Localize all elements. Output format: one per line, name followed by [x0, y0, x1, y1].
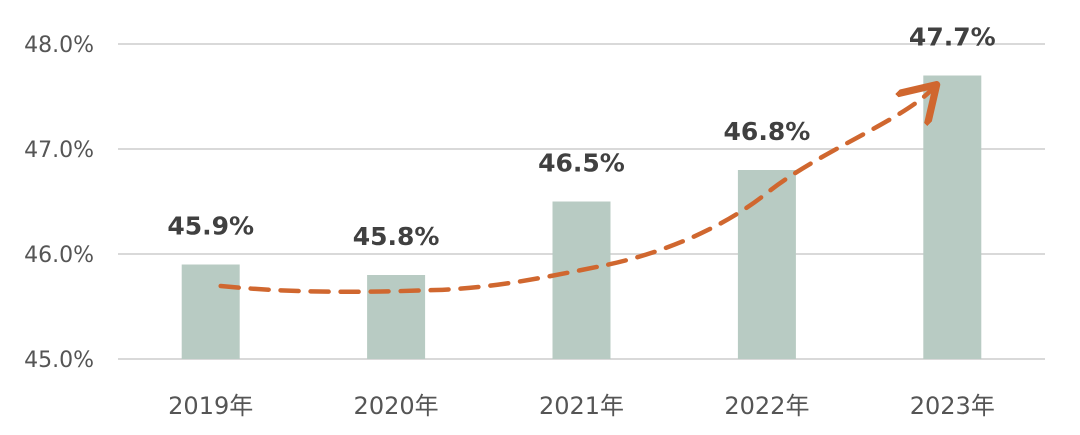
bar	[737, 170, 796, 359]
y-tick-label: 46.0%	[24, 243, 94, 268]
y-tick-label: 48.0%	[24, 33, 94, 58]
x-tick-label: 2020年	[354, 392, 439, 420]
x-tick-label: 2022年	[724, 392, 809, 420]
data-label: 46.5%	[538, 149, 625, 178]
data-label: 45.8%	[353, 222, 440, 251]
bar	[923, 75, 982, 359]
data-label: 45.9%	[167, 212, 254, 241]
x-axis: 2019年 2020年 2021年 2022年 2023年	[168, 392, 995, 420]
data-label: 46.8%	[724, 117, 811, 146]
bar	[552, 201, 611, 359]
x-tick-label: 2023年	[910, 392, 995, 420]
trend-arrow-line	[218, 91, 931, 295]
data-label: 47.7%	[909, 23, 996, 52]
trend-arrow	[218, 91, 931, 295]
y-axis: 45.0% 46.0% 47.0% 48.0%	[24, 33, 94, 373]
y-tick-label: 45.0%	[24, 348, 94, 373]
data-labels: 45.9% 45.8% 46.5% 46.8% 47.7%	[167, 23, 995, 252]
bars	[181, 75, 982, 359]
y-tick-label: 47.0%	[24, 138, 94, 163]
x-tick-label: 2021年	[539, 392, 624, 420]
x-tick-label: 2019年	[168, 392, 253, 420]
bar	[367, 275, 426, 359]
bar	[181, 264, 240, 359]
